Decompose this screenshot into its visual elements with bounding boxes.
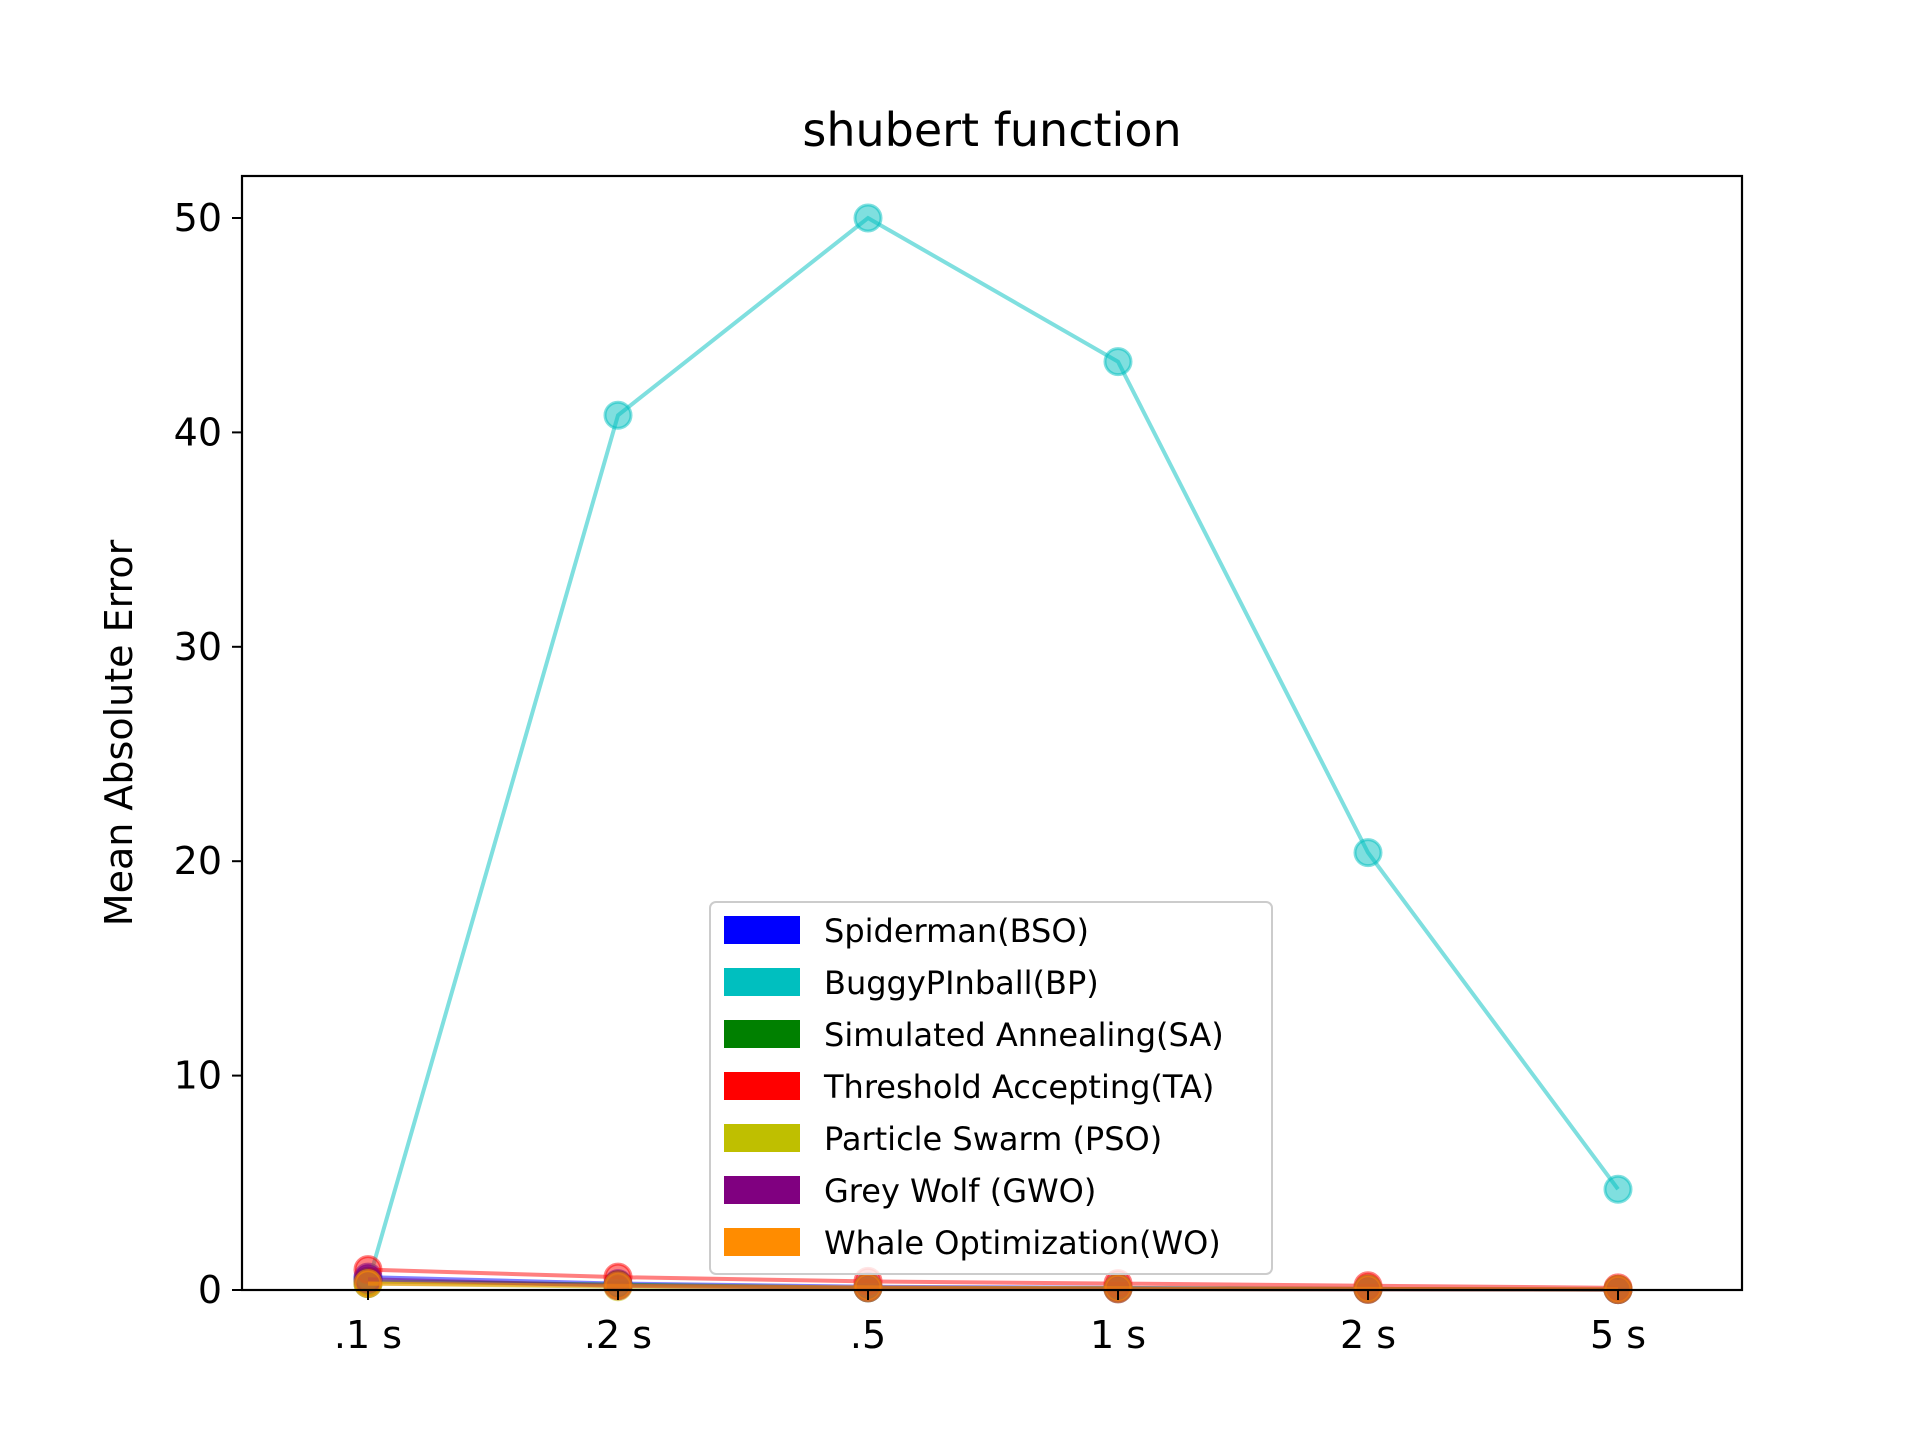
x-tick-label: .2 s <box>584 1313 652 1357</box>
legend-swatch <box>724 1228 800 1256</box>
x-tick-label: 1 s <box>1090 1313 1146 1357</box>
legend-swatch <box>724 916 800 944</box>
y-tick-label: 50 <box>174 196 222 240</box>
y-tick-label: 30 <box>174 625 222 669</box>
x-tick-label: .5 <box>850 1313 886 1357</box>
y-axis-label: Mean Absolute Error <box>97 539 141 926</box>
data-point <box>1603 1174 1633 1204</box>
y-tick-label: 10 <box>174 1054 222 1098</box>
legend-swatch <box>724 1124 800 1152</box>
legend: Spiderman(BSO) BuggyPInball(BP) Simulated … <box>709 901 1273 1275</box>
y-axis: 0 10 20 30 40 50 <box>174 196 242 1312</box>
x-tick-label: .1 s <box>334 1313 402 1357</box>
legend-label: Spiderman(BSO) <box>824 912 1089 950</box>
x-tick-label: 5 s <box>1590 1313 1646 1357</box>
legend-swatch <box>724 1020 800 1048</box>
data-point <box>1353 838 1383 868</box>
legend-swatch <box>724 1176 800 1204</box>
legend-swatch <box>724 968 800 996</box>
y-tick-label: 40 <box>174 410 222 454</box>
data-point <box>603 400 633 430</box>
data-point <box>853 203 883 233</box>
legend-label: Simulated Annealing(SA) <box>824 1016 1224 1054</box>
series-line <box>367 1267 1619 1290</box>
legend-label: Grey Wolf (GWO) <box>824 1172 1096 1210</box>
legend-frame <box>709 901 1273 1275</box>
chart-title: shubert function <box>802 103 1181 157</box>
x-axis: .1 s .2 s .5 1 s 2 s 5 s <box>334 1290 1646 1357</box>
legend-label: BuggyPInball(BP) <box>824 964 1099 1002</box>
legend-label: Threshold Accepting(TA) <box>823 1068 1214 1106</box>
legend-label: Whale Optimization(WO) <box>824 1224 1221 1262</box>
series-line <box>366 215 1620 1285</box>
x-tick-label: 2 s <box>1340 1313 1396 1357</box>
data-point <box>1103 347 1133 377</box>
y-tick-label: 20 <box>174 839 222 883</box>
y-tick-label: 0 <box>198 1268 222 1312</box>
axes-frame <box>240 174 1744 1292</box>
legend-swatch <box>724 1072 800 1100</box>
legend-label: Particle Swarm (PSO) <box>824 1120 1162 1158</box>
data-point <box>1103 1273 1133 1303</box>
